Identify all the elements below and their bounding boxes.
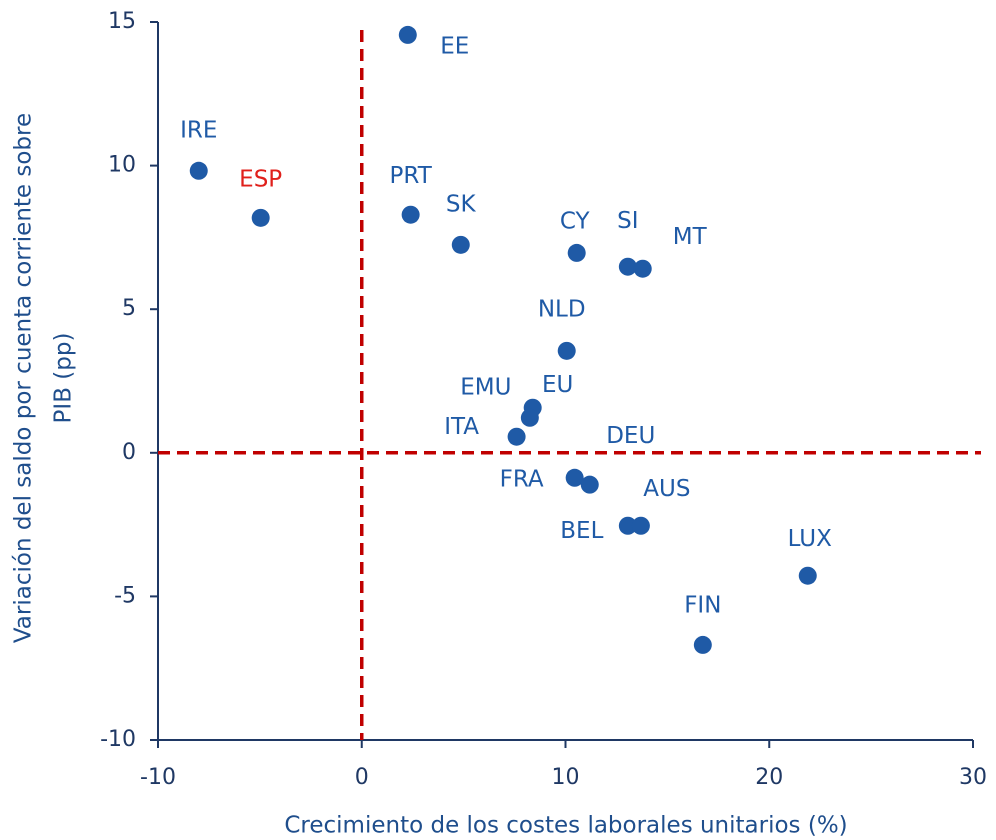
data-point	[798, 566, 817, 585]
data-point	[580, 475, 599, 494]
point-label: NLD	[538, 296, 586, 322]
x-tick-label: 0	[355, 765, 369, 790]
point-label: ESP	[239, 166, 282, 192]
point-label: EU	[542, 372, 573, 398]
data-point	[618, 257, 637, 276]
data-point	[565, 468, 584, 487]
point-label: MT	[673, 224, 708, 250]
y-tick-label: 5	[122, 296, 136, 321]
data-point	[398, 25, 417, 44]
point-label: LUX	[788, 526, 833, 552]
data-point	[251, 208, 270, 227]
y-tick-label: -5	[114, 583, 136, 608]
x-axis-title: Crecimiento de los costes laborales unit…	[284, 813, 847, 839]
y-tick-label: 0	[122, 440, 136, 465]
data-point	[507, 427, 526, 446]
point-label: PRT	[390, 163, 433, 189]
point-label: AUS	[643, 476, 690, 502]
point-label: DEU	[606, 423, 655, 449]
point-label: FRA	[500, 466, 544, 492]
y-tick-label: 10	[108, 153, 136, 178]
data-point	[189, 161, 208, 180]
point-label: FIN	[684, 592, 721, 618]
data-point	[633, 259, 652, 278]
data-point	[693, 635, 712, 654]
point-label: SK	[446, 191, 477, 217]
data-point	[618, 516, 637, 535]
y-axis-title: PIB (pp)	[51, 333, 77, 424]
x-tick-label: 10	[552, 765, 580, 790]
point-label: ITA	[444, 414, 479, 440]
y-tick-label: -10	[100, 727, 136, 752]
point-label: IRE	[180, 117, 217, 143]
point-label: EMU	[460, 374, 511, 400]
y-axis-title: Variación del saldo por cuenta corriente…	[11, 113, 37, 643]
point-label: SI	[617, 208, 638, 234]
data-point	[520, 408, 539, 427]
data-point	[631, 516, 650, 535]
data-point	[401, 205, 420, 224]
data-point	[451, 235, 470, 254]
point-label: EE	[440, 33, 469, 59]
y-tick-label: 15	[108, 9, 136, 34]
x-tick-label: 20	[755, 765, 783, 790]
point-label: CY	[560, 208, 591, 234]
data-point	[557, 341, 576, 360]
point-label: BEL	[560, 518, 603, 544]
x-tick-label: 30	[959, 765, 987, 790]
x-tick-label: -10	[140, 765, 176, 790]
data-point	[567, 243, 586, 262]
